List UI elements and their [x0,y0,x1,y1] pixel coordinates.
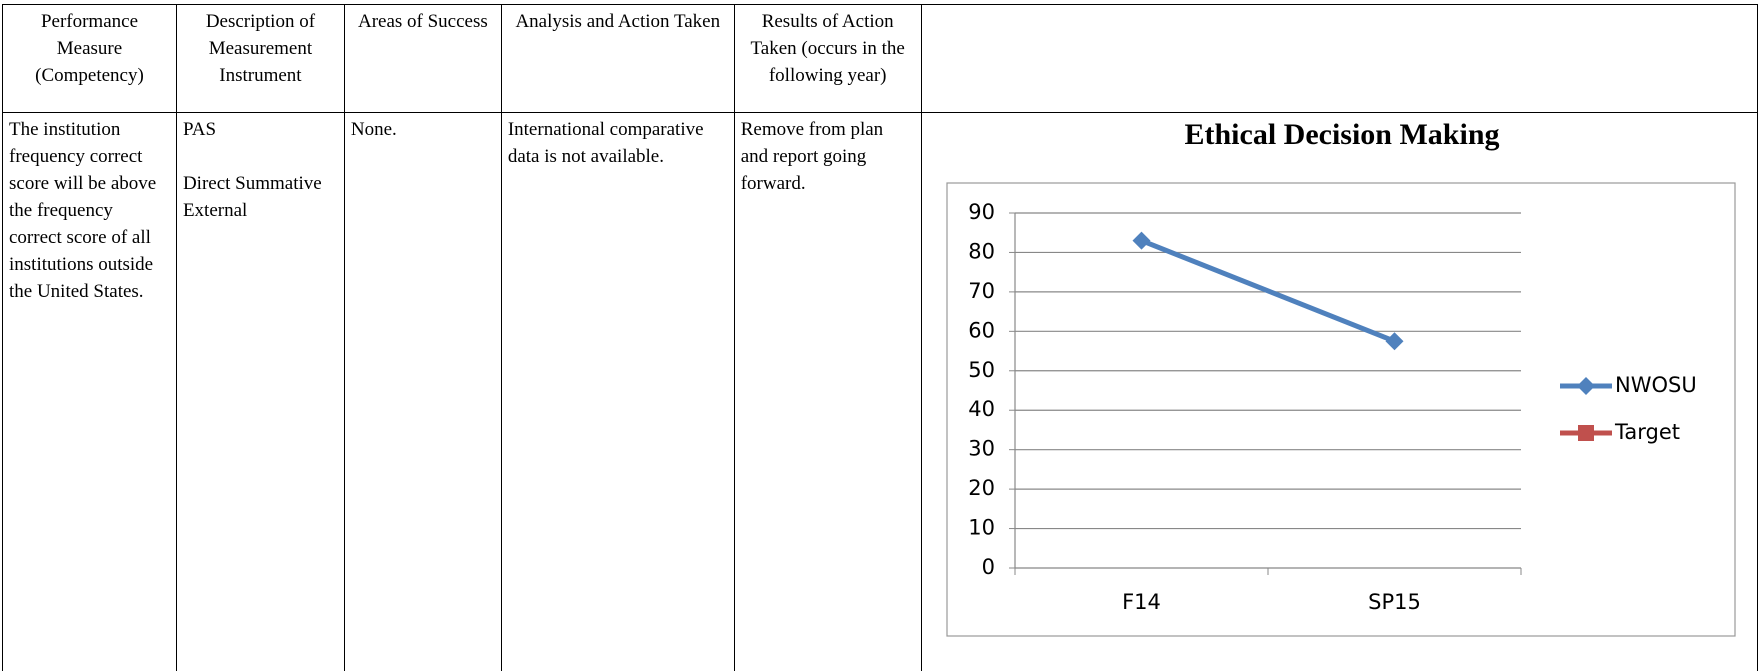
cell: International comparative data is not av… [500,112,735,671]
data-point [1385,332,1404,351]
cell: Remove from plan and report going forwar… [733,112,922,671]
header-cell: Description of Measurement Instrument [175,4,345,113]
data-point [1132,231,1151,250]
series-line [1140,238,1396,344]
x-tick-label: SP15 [1368,590,1421,614]
header-row: Performance Measure (Competency) Descrip… [2,4,1758,113]
y-tick-label: 10 [968,516,995,540]
y-tick-label: 0 [982,555,995,579]
legend-marker [1578,425,1594,441]
x-tick-label: F14 [1122,590,1161,614]
y-tick-label: 20 [968,476,995,500]
cell-text: Direct Summative External [182,173,322,221]
header-cell: Performance Measure (Competency) [2,4,177,113]
y-tick-label: 40 [968,397,995,421]
header-cell: Areas of Success [343,4,502,113]
y-tick-label: 80 [968,239,995,263]
cell: PAS Direct Summative External [175,112,345,671]
legend-label: NWOSU [1615,373,1697,397]
y-tick-label: 30 [968,437,995,461]
legend-label: Target [1614,420,1680,444]
cell: The institution frequency correct score … [2,112,177,671]
chart-frame [946,182,1736,637]
header-cell: Results of Action Taken (occurs in the f… [733,4,922,113]
y-tick-label: 50 [968,358,995,382]
y-tick-label: 90 [968,200,995,224]
y-tick-label: 60 [968,318,995,342]
chart-title: Ethical Decision Making [1184,118,1499,151]
header-cell: Analysis and Action Taken [500,4,735,113]
cell: None. [343,112,502,671]
cell-text: PAS [182,119,217,140]
legend-marker [1577,377,1595,395]
y-tick-label: 70 [968,279,995,303]
